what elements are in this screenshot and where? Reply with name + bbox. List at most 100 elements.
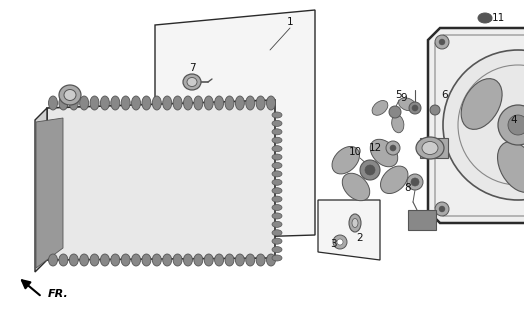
Ellipse shape	[272, 238, 282, 244]
Ellipse shape	[416, 137, 444, 159]
Ellipse shape	[272, 120, 282, 126]
Ellipse shape	[59, 96, 68, 110]
Circle shape	[390, 145, 396, 151]
Ellipse shape	[272, 137, 282, 143]
Ellipse shape	[272, 255, 282, 261]
Polygon shape	[428, 28, 524, 223]
Ellipse shape	[183, 254, 192, 266]
Ellipse shape	[246, 254, 255, 266]
Text: 12: 12	[368, 143, 381, 153]
Text: 3: 3	[330, 239, 336, 249]
Ellipse shape	[194, 254, 203, 266]
Ellipse shape	[90, 254, 99, 266]
Text: 11: 11	[492, 13, 505, 23]
Text: 2: 2	[357, 233, 363, 243]
Circle shape	[386, 141, 400, 155]
Ellipse shape	[272, 154, 282, 160]
Polygon shape	[408, 210, 436, 230]
Ellipse shape	[461, 79, 502, 129]
Circle shape	[443, 50, 524, 200]
Ellipse shape	[267, 254, 276, 266]
Ellipse shape	[256, 96, 265, 110]
Ellipse shape	[183, 96, 192, 110]
Circle shape	[407, 174, 423, 190]
Circle shape	[430, 105, 440, 115]
Circle shape	[411, 178, 419, 186]
Ellipse shape	[80, 254, 89, 266]
Ellipse shape	[187, 77, 197, 86]
Ellipse shape	[64, 90, 76, 100]
Ellipse shape	[152, 254, 161, 266]
Ellipse shape	[272, 112, 282, 118]
Text: 4: 4	[511, 115, 517, 125]
Ellipse shape	[80, 96, 89, 110]
Ellipse shape	[272, 196, 282, 202]
Circle shape	[412, 105, 418, 111]
Circle shape	[333, 235, 347, 249]
Ellipse shape	[272, 213, 282, 219]
Ellipse shape	[215, 254, 224, 266]
Text: 7: 7	[189, 63, 195, 73]
Text: 9: 9	[401, 93, 407, 103]
Circle shape	[508, 115, 524, 135]
Ellipse shape	[370, 139, 398, 167]
Ellipse shape	[272, 163, 282, 168]
Text: 1: 1	[287, 17, 293, 27]
Ellipse shape	[272, 179, 282, 185]
Ellipse shape	[49, 96, 58, 110]
Ellipse shape	[173, 96, 182, 110]
Circle shape	[439, 206, 445, 212]
Ellipse shape	[111, 254, 120, 266]
Ellipse shape	[349, 214, 361, 232]
Ellipse shape	[225, 254, 234, 266]
Ellipse shape	[101, 254, 110, 266]
Circle shape	[337, 239, 343, 245]
Ellipse shape	[173, 254, 182, 266]
Ellipse shape	[204, 254, 213, 266]
Ellipse shape	[121, 96, 130, 110]
Ellipse shape	[372, 100, 388, 115]
Polygon shape	[318, 200, 380, 260]
Polygon shape	[35, 108, 47, 272]
Circle shape	[498, 105, 524, 145]
Ellipse shape	[342, 173, 370, 201]
Polygon shape	[155, 10, 315, 240]
Ellipse shape	[391, 115, 404, 133]
Circle shape	[435, 202, 449, 216]
Ellipse shape	[380, 166, 408, 194]
Circle shape	[409, 102, 421, 114]
Ellipse shape	[59, 254, 68, 266]
Text: 6: 6	[442, 90, 449, 100]
Ellipse shape	[235, 96, 244, 110]
Ellipse shape	[272, 188, 282, 194]
Ellipse shape	[215, 96, 224, 110]
Ellipse shape	[272, 129, 282, 135]
Circle shape	[389, 106, 401, 118]
Ellipse shape	[49, 254, 58, 266]
Ellipse shape	[142, 254, 151, 266]
Polygon shape	[47, 100, 275, 260]
Ellipse shape	[132, 254, 140, 266]
Ellipse shape	[422, 141, 438, 155]
Ellipse shape	[267, 96, 276, 110]
Ellipse shape	[142, 96, 151, 110]
Ellipse shape	[204, 96, 213, 110]
Ellipse shape	[256, 254, 265, 266]
Ellipse shape	[235, 254, 244, 266]
Ellipse shape	[246, 96, 255, 110]
Ellipse shape	[69, 254, 78, 266]
Ellipse shape	[272, 204, 282, 211]
Text: FR.: FR.	[48, 289, 69, 299]
Ellipse shape	[90, 96, 99, 110]
Ellipse shape	[352, 219, 358, 228]
Ellipse shape	[272, 247, 282, 252]
Ellipse shape	[111, 96, 120, 110]
Ellipse shape	[272, 171, 282, 177]
Ellipse shape	[399, 98, 416, 111]
Ellipse shape	[272, 221, 282, 227]
Circle shape	[435, 35, 449, 49]
Ellipse shape	[272, 146, 282, 152]
Text: 8: 8	[405, 183, 411, 193]
Ellipse shape	[162, 96, 172, 110]
Ellipse shape	[69, 96, 78, 110]
